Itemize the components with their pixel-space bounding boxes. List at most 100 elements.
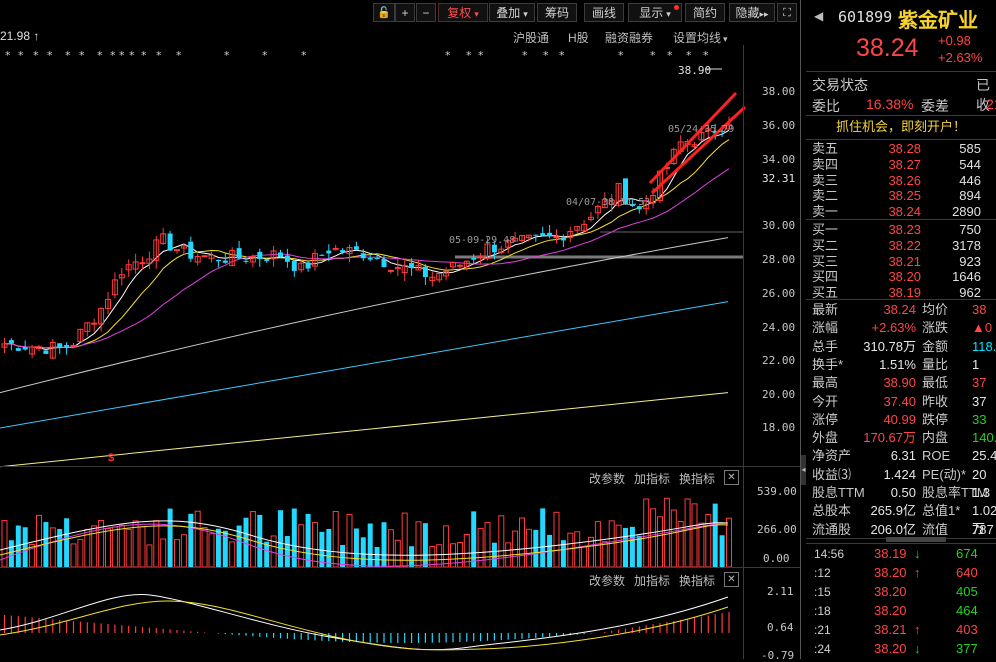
- volume-bar: [180, 534, 187, 568]
- chart-toolbar: 🔓 + − 复权 ▾ 叠加 ▾ 筹码 画线 显示 ▾ 简约 隐藏▸▸ ⛶: [0, 0, 800, 26]
- hgt-link[interactable]: 沪股通: [513, 31, 550, 45]
- stat-label: 最低: [922, 375, 949, 391]
- volume-bar: [498, 515, 505, 568]
- volume-bar: [15, 525, 21, 567]
- stat-value: 25.4: [972, 448, 996, 464]
- volume-bar: [429, 545, 436, 568]
- tick-time: :15: [814, 585, 831, 599]
- volume-bar: [540, 508, 546, 567]
- collapse-handle-icon[interactable]: ◂: [801, 455, 806, 485]
- hshare-link[interactable]: H股: [568, 31, 589, 45]
- tick-time: :18: [814, 604, 831, 618]
- volume-edit-params-button[interactable]: 改参数: [589, 472, 626, 486]
- tick-volume: 640: [956, 565, 978, 580]
- candle-body: [519, 235, 525, 241]
- candle-body: [77, 328, 84, 342]
- stock-code: 601899: [838, 8, 893, 26]
- tick-panel-handle[interactable]: [886, 537, 946, 542]
- volume-bar: [581, 546, 588, 568]
- draw-line-button[interactable]: 画线: [584, 3, 624, 22]
- fullscreen-icon[interactable]: ⛶: [777, 3, 797, 22]
- bid-row[interactable]: 买二 38.22 3178: [806, 237, 996, 255]
- volume-bar: [298, 524, 305, 568]
- stat-label: 最新: [812, 302, 839, 317]
- macd-switch-indicator-button[interactable]: 换指标: [679, 574, 716, 588]
- candle-body: [98, 307, 105, 325]
- chips-button[interactable]: 筹码: [537, 3, 577, 22]
- volume-bar: [8, 540, 14, 567]
- volume-bar: [684, 498, 691, 568]
- candle-body: [525, 234, 532, 238]
- ask-row[interactable]: 卖二 38.25 894: [806, 187, 996, 205]
- bid-row[interactable]: 买一 38.23 750: [806, 221, 996, 239]
- volume-bar: [340, 544, 346, 567]
- volume-bar: [477, 527, 484, 568]
- event-marker-icon: *: [5, 49, 11, 62]
- close-icon[interactable]: ✕: [724, 470, 739, 485]
- candle-body: [409, 262, 415, 269]
- volume-ma-line: [0, 522, 729, 567]
- candle-body: [429, 276, 436, 282]
- candle-body: [547, 232, 553, 237]
- ask-row[interactable]: 卖五 38.28 585: [806, 140, 996, 158]
- event-marker-icon: *: [47, 49, 53, 62]
- candle-body: [491, 244, 497, 253]
- volume-bar: [415, 521, 422, 568]
- ask-row[interactable]: 卖一 38.24 2890: [806, 203, 996, 221]
- volume-switch-indicator-button[interactable]: 换指标: [679, 472, 716, 486]
- volume-bar: [249, 511, 256, 568]
- fuquan-button[interactable]: 复权 ▾: [438, 3, 488, 22]
- ask-row[interactable]: 卖三 38.26 446: [806, 172, 996, 190]
- bid-row[interactable]: 买四 38.20 1646: [806, 268, 996, 286]
- prev-low-label: 21.98 ↑: [0, 29, 40, 43]
- bid-row[interactable]: 买三 38.21 923: [806, 253, 996, 271]
- volume-add-indicator-button[interactable]: 加指标: [634, 472, 671, 486]
- volume-axis-max: 539.00: [757, 485, 797, 498]
- trend-line: [648, 91, 738, 185]
- weibi-label: 委比: [812, 98, 840, 114]
- level-label: 买二: [812, 237, 839, 253]
- volume-bar: [264, 541, 270, 567]
- stat-value: 265.9亿: [870, 503, 916, 519]
- volume-bar: [650, 508, 657, 568]
- lock-icon[interactable]: 🔓: [373, 3, 395, 22]
- margin-trading-link[interactable]: 融资融券: [605, 31, 654, 45]
- kline-chart[interactable]: * * * * * * * * * * * * * * * * * * * * * * * * * * *: [0, 45, 800, 659]
- quote-panel: ◀ 601899 紫金矿业 38.24 +0.98 +2.63% 交易状态 已收…: [806, 0, 996, 659]
- level-volume: 962: [959, 285, 981, 301]
- zoom-in-button[interactable]: +: [395, 3, 415, 22]
- overlay-button[interactable]: 叠加 ▾: [489, 3, 535, 22]
- event-marker-icon: *: [703, 49, 709, 62]
- volume-bar: [305, 513, 311, 567]
- zoom-out-button[interactable]: −: [416, 3, 436, 22]
- ma-settings-link[interactable]: 设置均线 ▾: [673, 29, 728, 46]
- level-volume: 2890: [952, 204, 981, 220]
- event-marker-icon: *: [33, 49, 39, 62]
- prev-stock-icon[interactable]: ◀: [814, 9, 824, 23]
- macd-edit-params-button[interactable]: 改参数: [589, 574, 626, 588]
- display-button[interactable]: 显示 ▾: [628, 3, 682, 22]
- stat-row: 净资产 6.31 ROE 25.4: [806, 447, 996, 465]
- price-change-pct: +2.63%: [938, 50, 983, 65]
- macd-add-indicator-button[interactable]: 加指标: [634, 574, 671, 588]
- candle-body: [312, 253, 318, 267]
- candle-body: [132, 261, 139, 270]
- ask-row[interactable]: 卖四 38.27 544: [806, 156, 996, 174]
- tick-row: :24 38.20 ↓ 377: [806, 640, 996, 658]
- level-label: 卖四: [812, 156, 839, 172]
- close-icon[interactable]: ✕: [724, 572, 739, 587]
- volume-bar: [332, 510, 339, 568]
- tick-price: 38.20: [874, 565, 907, 580]
- price-axis-tick: 36.00: [762, 119, 796, 132]
- volume-bar: [409, 546, 415, 567]
- hide-button[interactable]: 隐藏▸▸: [729, 3, 775, 22]
- tick-volume: 464: [956, 603, 978, 618]
- stat-label: 内盘: [922, 430, 949, 446]
- promo-banner-link[interactable]: 抓住机会，即刻开户！: [835, 119, 966, 134]
- brief-button[interactable]: 简约: [685, 3, 725, 22]
- candle-body: [381, 259, 387, 268]
- level-price: 38.26: [888, 172, 921, 188]
- candle-body: [450, 261, 456, 268]
- candle-body: [601, 198, 608, 209]
- bid-row[interactable]: 买五 38.19 962: [806, 284, 996, 302]
